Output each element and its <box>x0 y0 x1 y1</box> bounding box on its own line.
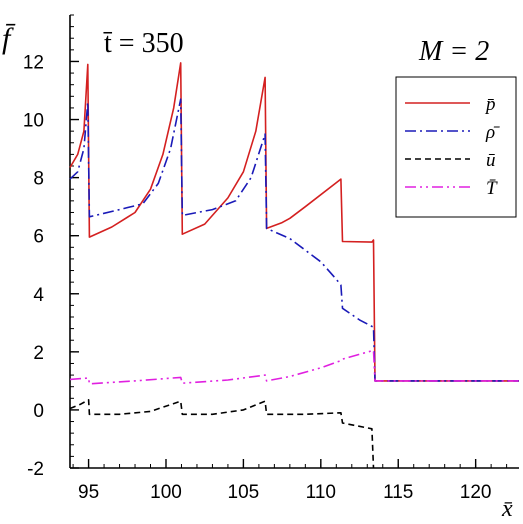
x-tick-label: 120 <box>460 482 492 503</box>
x-axis-label: x̄ <box>501 496 513 522</box>
text-layer: f̄ x̄ t̄ = 350 M = 2 <box>2 22 513 522</box>
y-tick-label: 8 <box>33 169 44 190</box>
series-line-1 <box>69 62 519 382</box>
y-tick-label: 6 <box>33 227 44 248</box>
y-tick-label: -2 <box>27 459 44 480</box>
series-line-3 <box>69 398 375 469</box>
x-tick-label: 105 <box>228 482 260 503</box>
mach-annotation: M = 2 <box>418 36 489 67</box>
series-line-2 <box>69 98 519 382</box>
x-tick-label: 100 <box>150 482 182 503</box>
x-tick-label: 115 <box>383 482 413 503</box>
series-line-4 <box>69 349 519 385</box>
y-tick-label: 0 <box>33 401 44 422</box>
y-tick-label: 4 <box>33 285 44 306</box>
y-tick-label: 12 <box>23 52 44 73</box>
legend-label: T̄ <box>486 178 498 199</box>
series-layer <box>69 62 519 469</box>
y-tick-label: 2 <box>33 343 44 364</box>
legend-box <box>395 76 517 218</box>
y-axis-label: f̄ <box>2 22 16 55</box>
x-tick-label: 95 <box>78 482 99 503</box>
legend-label: p̄ <box>484 94 496 115</box>
x-tick-label: 110 <box>306 482 336 503</box>
chart-title: t̄ = 350 <box>103 28 184 59</box>
axes: -2 0 2 4 6 8 10 12 95 100 105 110 115 120 <box>23 14 519 503</box>
y-tick-label: 10 <box>23 111 44 132</box>
legend: p̄ρ̄ūT̄ <box>395 76 517 218</box>
legend-label: ū <box>486 150 496 171</box>
